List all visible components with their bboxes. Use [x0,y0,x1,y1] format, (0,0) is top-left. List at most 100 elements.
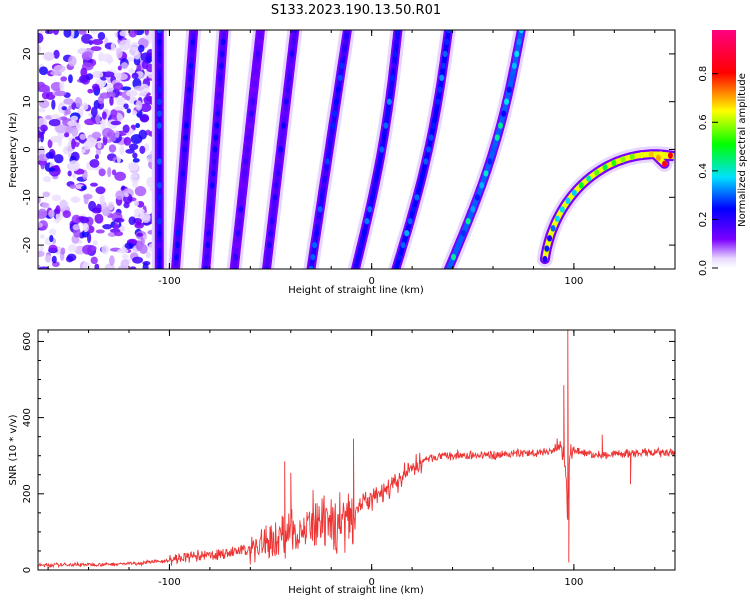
noise-blob [81,102,89,111]
ridge-blob [269,218,275,225]
noise-blob [72,172,77,179]
ridge-blob [268,229,274,237]
ridge-blob [213,134,219,141]
ridge-blob [218,62,224,70]
noise-blob [120,86,132,91]
ridge-blob [655,154,661,162]
y-tick-label: 0 [22,567,33,573]
noise-blob [40,162,45,170]
noise-blob [65,109,71,115]
ridge-blob [254,62,260,70]
noise-blob [91,131,102,139]
ridge-blob [352,265,358,269]
ridge-blob [639,151,645,159]
ridge-blob [271,206,277,213]
noise-blob [125,148,135,154]
ridge-blob [550,225,556,232]
noise-blob [48,228,57,236]
y-tick-label: 400 [22,408,33,427]
ridge-blob [400,241,406,249]
noise-blob [52,30,59,35]
ridge-blob [361,229,367,237]
noise-blob [109,255,115,266]
ridge-blob [407,218,413,225]
ridge-blob [426,146,432,153]
noise-blob [89,158,100,168]
noise-blob [40,124,48,132]
ridge-blob [367,206,373,213]
ridge-blob [189,50,195,58]
noise-blob [90,106,98,117]
ridge-blob [156,122,162,129]
noise-blob [38,250,45,258]
noise-blob [118,39,131,51]
noise-blob [92,83,100,91]
noise-blob [50,70,62,76]
noise-blob [43,51,55,61]
noise-blob [116,47,123,59]
ridge-blob [182,146,188,153]
ridge-blob [455,241,461,249]
ridge-10 [536,146,675,268]
ridge-blob [156,98,162,105]
noise-blob [90,245,97,251]
ridge-blob [326,146,332,153]
noise-blob [94,263,100,269]
noise-blob [129,42,140,52]
noise-blob [38,196,41,204]
noise-blob [78,30,87,35]
noise-blob [55,212,63,222]
noise-blob [122,124,130,134]
noise-blob [114,130,120,139]
noise-blob [82,222,89,233]
ridge-blob [344,30,350,34]
noise-blob [129,266,137,269]
noise-blob [99,92,111,99]
ridge-blob [323,170,329,177]
ridge-blob [156,50,162,58]
noise-blob [110,109,118,118]
noise-blob [117,65,122,71]
colorbar-ticks: 0.0 0.2 0.4 0.6 0.8 [698,66,718,276]
ridge-blob [404,229,410,237]
ridge-blob [386,98,392,105]
noise-blob [94,154,99,160]
spectrogram-x-label: Height of straight line (km) [288,285,424,296]
ridge-blob [238,206,244,213]
ridge-blob [460,229,466,237]
noise-blob [134,186,147,197]
noise-blob [71,126,79,137]
noise-blob [95,148,101,156]
ridge-blob [594,169,600,176]
noise-blob [44,115,53,120]
noise-blob [113,223,119,232]
ridge-blob [181,158,187,165]
x-tick-label: 0 [368,577,374,588]
ridge-blob [511,62,517,70]
ridge-blob [330,122,336,129]
ridge-blob [173,253,179,261]
x-tick-label: -100 [158,577,181,588]
ridge-blob [369,194,375,201]
ridge-blob [187,74,193,82]
ridge-7 [348,30,406,269]
noise-blob [91,38,104,45]
ridge-blob [578,182,584,189]
ridge-blob [278,146,284,153]
noise-blob [71,214,81,225]
noise-blob [90,46,102,52]
ridge-2 [168,30,202,269]
ridge-blob [611,159,617,167]
colorbar-tick-label: 0.4 [698,163,709,179]
noise-blob [63,30,72,38]
y-tick-label: 200 [22,484,33,503]
noise-blob [144,30,149,36]
noise-blob [88,200,97,212]
noise-blob [66,253,77,262]
ridge-blob [206,218,212,225]
ridge-blob [341,50,347,58]
ridge-blob [216,86,222,93]
noise-blob [133,208,145,214]
